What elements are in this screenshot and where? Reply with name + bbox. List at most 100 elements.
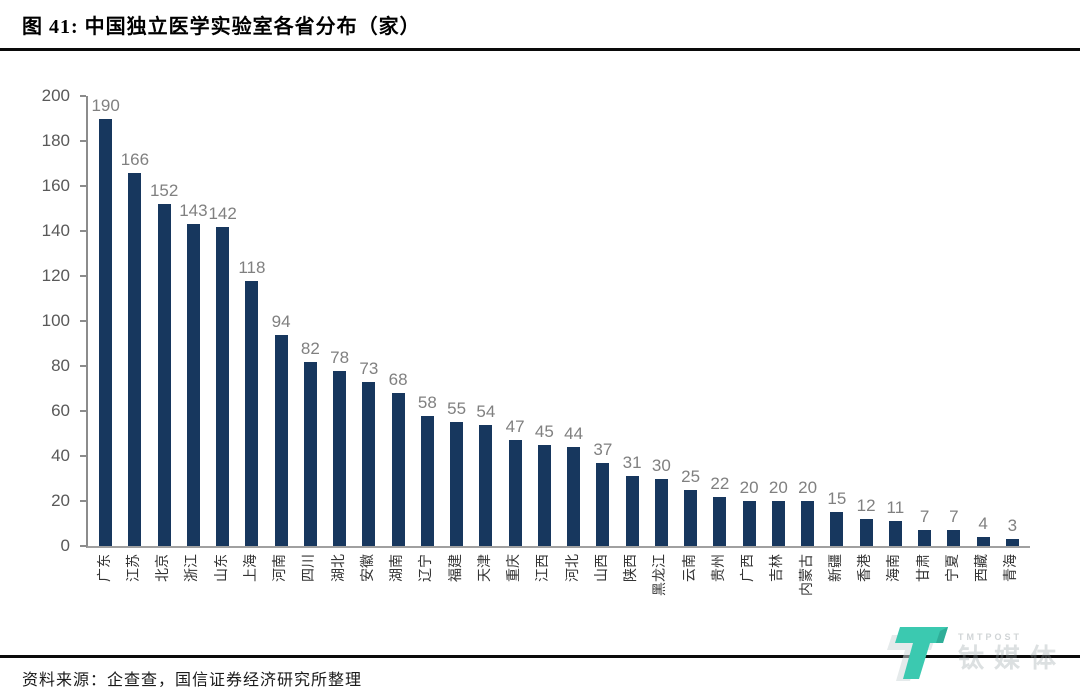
bar-slot: 4 西藏 <box>969 96 998 583</box>
bar-value-label: 142 <box>208 203 237 223</box>
bar-value-label: 25 <box>681 466 701 486</box>
bar <box>391 393 405 546</box>
bar <box>654 478 668 546</box>
y-axis-tick-label: 40 <box>51 446 70 465</box>
x-axis-label: 甘肃 <box>916 554 932 582</box>
source-text: 资料来源：企查查，国信证券经济研究所整理 <box>22 672 363 689</box>
bar <box>888 521 902 546</box>
bar-value-label: 54 <box>476 401 496 421</box>
bar-value-label: 7 <box>949 507 959 527</box>
bar-slot: 3 青海 <box>998 96 1027 582</box>
x-axis-label: 贵州 <box>711 554 727 582</box>
y-axis-tick-label: 20 <box>51 491 70 510</box>
bar-value-label: 3 <box>1007 516 1018 536</box>
bar-value-label: 37 <box>593 439 613 459</box>
y-axis-tick-label: 100 <box>41 311 70 330</box>
bar-slot: 82 四川 <box>296 96 325 582</box>
bar-value-label: 11 <box>886 498 905 518</box>
bar-slot: 11 海南 <box>881 96 910 582</box>
figure-title: 图 41: 中国独立医学实验室各省分布（家） <box>22 16 421 38</box>
x-axis-label: 江苏 <box>126 554 142 582</box>
bar-slot: 15 新疆 <box>822 96 851 582</box>
x-axis-label: 山东 <box>214 554 230 582</box>
bar-value-label: 45 <box>534 421 554 441</box>
x-axis-label: 重庆 <box>507 554 523 582</box>
bar-value-label: 12 <box>856 496 876 515</box>
x-axis-label: 四川 <box>302 554 318 582</box>
x-axis-label: 云南 <box>682 554 698 582</box>
bar <box>742 501 756 546</box>
bar <box>830 512 844 546</box>
x-axis-label: 吉林 <box>770 554 786 582</box>
bar-slot: 7 甘肃 <box>910 96 939 582</box>
y-axis-tick-label: 80 <box>51 356 70 375</box>
bar <box>508 440 522 546</box>
bar <box>274 334 288 546</box>
bar <box>684 489 698 546</box>
bar-slot: 152 北京 <box>149 96 179 583</box>
bar-value-label: 68 <box>388 370 408 389</box>
bar-slot: 54 天津 <box>471 96 500 582</box>
bar <box>771 501 785 546</box>
bar-slot: 55 福建 <box>442 96 471 582</box>
y-axis-tick-mark <box>80 365 86 367</box>
bar-slot: 143 浙江 <box>179 96 208 582</box>
y-axis-tick-mark <box>80 185 86 187</box>
bar <box>801 501 815 546</box>
bar-value-label: 78 <box>330 347 350 367</box>
x-axis-label: 天津 <box>477 554 493 582</box>
x-axis-label: 青海 <box>1004 554 1020 582</box>
y-axis-tick-mark <box>80 95 86 97</box>
x-axis-label: 北京 <box>156 554 172 582</box>
bar <box>303 361 317 546</box>
bar-value-label: 20 <box>739 478 759 497</box>
bar-value-label: 94 <box>271 311 291 331</box>
bar-value-label: 58 <box>417 392 437 412</box>
x-axis-label: 内蒙古 <box>799 554 815 596</box>
y-axis-tick-mark <box>80 455 86 457</box>
bar-value-label: 44 <box>564 424 584 443</box>
y-axis-tick-mark <box>80 320 86 322</box>
y-axis-tick-label: 120 <box>41 266 70 285</box>
y-axis-tick-mark <box>80 275 86 277</box>
bar-slot: 44 河北 <box>559 96 588 583</box>
bar-value-label: 118 <box>238 257 266 277</box>
bar-value-label: 55 <box>447 399 467 419</box>
bar <box>596 462 610 546</box>
bar-slot: 30 黑龙江 <box>647 96 676 596</box>
bar-slot: 20 广西 <box>735 96 764 583</box>
x-axis-label: 海南 <box>887 554 903 582</box>
y-axis-tick-label: 160 <box>41 176 70 195</box>
bar-value-label: 30 <box>651 455 671 475</box>
bar-slot: 25 云南 <box>676 96 705 582</box>
bar <box>186 224 200 546</box>
bar-slot: 142 山东 <box>208 96 237 582</box>
y-axis-tick-label: 60 <box>51 401 70 420</box>
figure-title-bar: 图 41: 中国独立医学实验室各省分布（家） <box>0 0 1080 51</box>
watermark-text-small: TMTPOST <box>957 632 1022 642</box>
bar <box>859 519 873 546</box>
bar <box>216 226 230 546</box>
x-axis-label: 河南 <box>273 554 289 582</box>
bar-value-label: 7 <box>919 507 930 527</box>
bar-value-label: 20 <box>768 478 788 497</box>
bar-slot: 190 广东 <box>91 95 120 582</box>
bar-slot: 47 重庆 <box>501 96 530 582</box>
y-axis-tick-mark <box>80 545 86 547</box>
bar <box>99 118 113 546</box>
bar-slot: 20 内蒙古 <box>793 96 822 597</box>
y-axis-tick-label: 0 <box>60 536 70 555</box>
bar-slot: 12 香港 <box>852 96 881 583</box>
bar <box>918 530 932 546</box>
bar-slot: 68 湖南 <box>384 96 413 583</box>
bar-value-label: 152 <box>149 181 179 200</box>
x-axis-label: 广西 <box>741 554 757 582</box>
bar <box>537 444 551 546</box>
x-axis-label: 宁夏 <box>945 554 961 582</box>
bar-slot: 22 贵州 <box>705 96 734 582</box>
bar-value-label: 190 <box>91 95 120 115</box>
bar <box>420 415 434 546</box>
x-axis-label: 河北 <box>565 554 581 582</box>
bar-chart: 0 20 40 60 80 100 120 140 160 180 200 190 广东 166 江苏 15… <box>26 86 1030 597</box>
